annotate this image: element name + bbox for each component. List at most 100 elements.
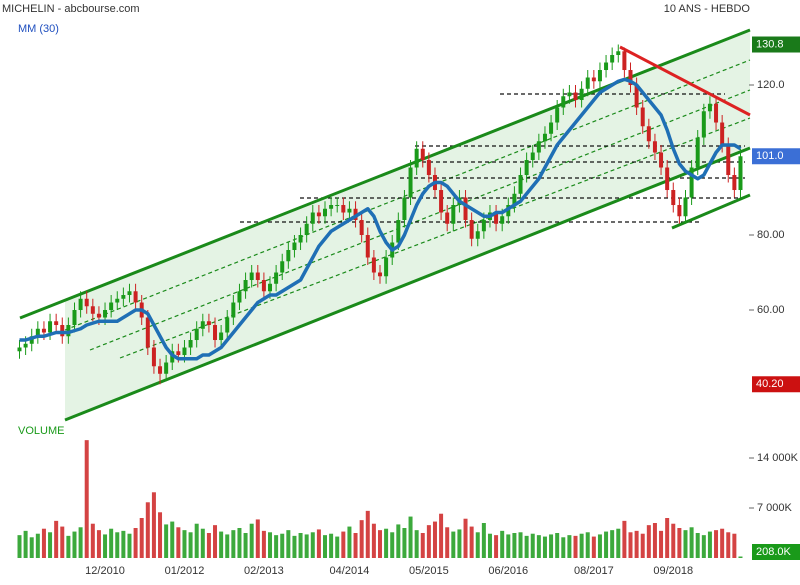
level-lines	[240, 93, 745, 223]
volume-bar	[261, 530, 266, 558]
candle-body	[475, 231, 480, 239]
candle-body	[145, 317, 150, 348]
candle-body	[164, 362, 169, 374]
volume-bar	[103, 534, 108, 558]
volume-bar	[536, 535, 541, 558]
candle-body	[280, 261, 285, 273]
volume-bar	[439, 513, 444, 558]
candle-body	[549, 122, 554, 134]
candle-body	[561, 96, 566, 108]
candle-body	[396, 220, 401, 243]
volume-bar	[714, 530, 719, 558]
candle-body	[585, 77, 590, 89]
candle-body	[365, 235, 370, 258]
volume-bar	[506, 534, 511, 558]
volume-bar	[445, 527, 450, 558]
volume-bar	[151, 492, 156, 558]
candle-body	[60, 325, 65, 337]
volume-bar	[29, 537, 34, 558]
volume-bar	[402, 528, 407, 558]
candle-body	[451, 205, 456, 224]
volume-bar	[634, 530, 639, 558]
volume-bar	[54, 520, 59, 558]
candle-body	[555, 107, 560, 123]
candle-body	[72, 310, 77, 326]
volume-bar	[133, 528, 138, 558]
candle-body	[384, 257, 389, 277]
volume-bar	[518, 532, 523, 558]
volume-bar	[353, 533, 358, 558]
candle-body	[48, 321, 53, 333]
volume-bar	[426, 525, 431, 558]
volume-bar	[231, 530, 236, 558]
candle-body	[646, 126, 651, 142]
x-tick-label: 05/2015	[409, 565, 449, 577]
volume-bar	[604, 531, 609, 558]
candle-body	[29, 336, 34, 344]
candle-body	[597, 70, 602, 82]
volume-bar	[17, 535, 22, 558]
candle-body	[188, 340, 193, 348]
candle-body	[542, 133, 547, 142]
volume-bar	[158, 512, 163, 558]
volume-bar	[414, 530, 419, 558]
volume-bar	[323, 535, 327, 558]
price-marker	[752, 376, 800, 393]
volume-bar	[243, 533, 248, 558]
candle-body	[530, 152, 535, 161]
candle-body	[151, 347, 156, 367]
volume-bar	[188, 532, 193, 558]
candle-body	[121, 295, 126, 299]
candle-body	[512, 193, 517, 206]
volume-bar	[90, 523, 95, 558]
candle-body	[695, 137, 700, 168]
candle-body	[720, 122, 725, 146]
candle-body	[707, 103, 712, 112]
candle-body	[310, 212, 315, 224]
volume-bar	[628, 532, 633, 558]
channel-dashed	[64, 59, 751, 359]
candle-body	[445, 212, 450, 224]
candle-body	[414, 148, 419, 168]
volume-bar	[371, 523, 376, 558]
candle-body	[463, 197, 468, 221]
y-tick-label: 60.00	[757, 304, 785, 316]
volume-bar	[316, 529, 321, 558]
candle-body	[127, 291, 132, 296]
volume-bar	[720, 528, 725, 558]
volume-bar	[268, 532, 273, 558]
volume-bar	[579, 533, 584, 558]
volume-bar	[66, 535, 71, 558]
volume-marker-label: 208.0K	[756, 546, 792, 558]
candle-body	[652, 141, 657, 153]
candle-body	[323, 208, 327, 217]
candle-body	[616, 51, 621, 56]
volume-bar	[597, 534, 602, 558]
candle-body	[359, 220, 364, 236]
volume-bar	[78, 527, 83, 558]
volume-bar	[170, 521, 175, 558]
candle-body	[231, 302, 236, 318]
candle-body	[316, 212, 321, 217]
volume-bar	[726, 532, 731, 558]
price-marker-label: 130.8	[756, 38, 784, 50]
volume-bar	[121, 530, 126, 558]
candle-body	[23, 343, 28, 348]
volume-bar	[255, 519, 260, 558]
candle-body	[738, 156, 743, 191]
candle-body	[194, 328, 199, 341]
volume-bar	[494, 535, 499, 558]
candle-body	[219, 332, 224, 341]
volume-bar	[420, 533, 425, 558]
candle-body	[347, 208, 352, 213]
volume-bar	[139, 518, 144, 558]
candle-body	[109, 302, 114, 311]
volume-bar	[182, 530, 187, 558]
x-tick-label: 09/2018	[653, 565, 693, 577]
channel-lower	[64, 146, 751, 422]
x-tick-label: 04/2014	[330, 565, 370, 577]
candle-body	[659, 152, 664, 168]
candle-body	[103, 310, 108, 318]
volume-bar	[292, 535, 297, 558]
candle-body	[255, 272, 260, 281]
